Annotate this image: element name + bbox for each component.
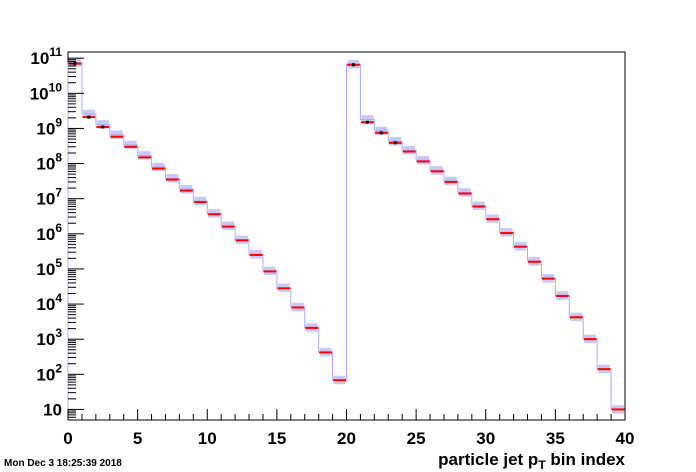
- y-tick-label: 106: [36, 221, 62, 244]
- y-tick-exponent: 9: [55, 115, 62, 129]
- x-axis-ticks: [67, 409, 626, 420]
- x-axis-title-suffix: bin index: [546, 450, 626, 469]
- mc-step-line: [67, 62, 626, 420]
- y-tick-exponent: 2: [55, 361, 62, 375]
- y-tick-base: 10: [36, 330, 55, 349]
- y-tick-label: 104: [36, 291, 62, 314]
- y-tick-exponent: 8: [55, 151, 62, 165]
- x-tick-label: 35: [546, 429, 565, 448]
- data-point: [101, 125, 105, 129]
- y-tick-label: 107: [36, 186, 62, 209]
- y-tick-base: 10: [36, 260, 55, 279]
- y-tick-label: 103: [36, 326, 62, 349]
- y-tick-exponent: 10: [49, 80, 63, 94]
- y-tick-base: 10: [36, 295, 55, 314]
- x-axis-title: particle jet pT bin index: [438, 450, 625, 472]
- data-point: [393, 141, 397, 145]
- x-tick-label: 0: [63, 429, 72, 448]
- data-point: [365, 120, 369, 124]
- y-tick-exponent: 3: [55, 326, 62, 340]
- timestamp: Mon Dec 3 18:25:39 2018: [4, 458, 122, 469]
- y-tick-label: 1011: [30, 45, 62, 68]
- x-tick-label: 20: [337, 429, 356, 448]
- x-axis-title-subscript: T: [538, 458, 546, 472]
- x-tick-label: 15: [267, 429, 286, 448]
- y-tick-base: 10: [30, 84, 49, 103]
- y-tick-exponent: 7: [55, 186, 62, 200]
- x-tick-label: 30: [476, 429, 495, 448]
- y-tick-label: 10: [43, 400, 62, 419]
- y-tick-exponent: 6: [55, 221, 62, 235]
- y-tick-exponent: 11: [49, 45, 62, 59]
- y-tick-label: 102: [36, 361, 62, 384]
- y-tick-label: 105: [36, 256, 62, 279]
- y-tick-label: 108: [36, 151, 62, 174]
- y-tick-base: 10: [36, 155, 55, 174]
- y-axis-ticks: [68, 57, 84, 421]
- x-tick-label: 40: [616, 429, 635, 448]
- data-point: [351, 63, 355, 67]
- y-tick-base: 10: [36, 119, 55, 138]
- data-markers: [68, 62, 625, 411]
- y-tick-base: 10: [36, 225, 55, 244]
- data-point: [87, 115, 91, 119]
- mc-step-histogram: [67, 62, 626, 420]
- x-axis-title-main: particle jet p: [438, 450, 538, 469]
- y-tick-base: 10: [30, 49, 49, 68]
- y-tick-exponent: 5: [55, 256, 62, 270]
- y-tick-label: 109: [36, 115, 62, 138]
- x-tick-label: 25: [407, 429, 426, 448]
- x-tick-label: 5: [133, 429, 142, 448]
- y-tick-label: 1010: [30, 80, 63, 103]
- y-tick-exponent: 4: [55, 291, 62, 305]
- x-tick-label: 10: [198, 429, 217, 448]
- y-tick-base: 10: [36, 365, 55, 384]
- data-point: [379, 131, 383, 135]
- x-axis-tick-labels: 0 5 10 15 20 25 30 35 40: [63, 429, 634, 448]
- y-tick-base: 10: [36, 190, 55, 209]
